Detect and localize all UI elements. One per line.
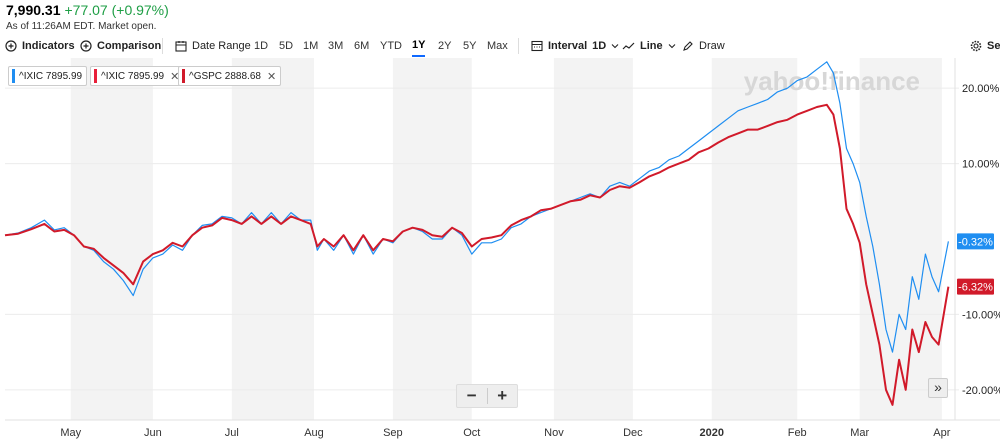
month-band xyxy=(711,58,798,420)
date-range-button[interactable]: Date Range xyxy=(175,35,251,57)
range-1d[interactable]: 1D xyxy=(254,40,269,52)
close-icon[interactable]: ✕ xyxy=(266,70,277,83)
pencil-icon xyxy=(683,41,693,51)
range-5y[interactable]: 5Y xyxy=(463,40,477,52)
gear-icon xyxy=(970,40,982,52)
x-tick-label: Mar xyxy=(850,427,869,439)
y-tick-label: -10.00% xyxy=(962,309,1000,321)
interval-icon xyxy=(531,40,543,52)
series-line-gspc xyxy=(4,103,950,406)
legend-label: ^GSPC 2888.68 xyxy=(189,70,261,82)
calendar-icon xyxy=(175,41,187,52)
range-3m[interactable]: 3M xyxy=(328,40,344,52)
range-ytd[interactable]: YTD xyxy=(380,40,402,52)
range-6m[interactable]: 6M xyxy=(354,40,370,52)
comparison-label: Comparison xyxy=(97,40,162,52)
zoom-in-button[interactable]: + xyxy=(497,386,508,405)
range-2y[interactable]: 2Y xyxy=(438,40,452,52)
settings-button[interactable]: Set xyxy=(970,35,1000,57)
quote-change: +77.07 (+0.97%) xyxy=(64,2,169,18)
x-tick-label: 2020 xyxy=(700,427,724,439)
draw-label: Draw xyxy=(699,40,725,52)
x-tick-label: May xyxy=(60,427,81,439)
x-tick-label: Jun xyxy=(144,427,162,439)
plus-circle-icon xyxy=(5,40,17,52)
y-tick-label: 20.00% xyxy=(962,83,1000,95)
chart-toolbar: Indicators Comparison Date Range 1D 5D 1… xyxy=(0,35,1000,57)
range-1m[interactable]: 1M xyxy=(303,40,319,52)
x-tick-label: Dec xyxy=(623,427,643,439)
legend-color-swatch xyxy=(182,69,185,83)
quote-header: 7,990.31 +77.07 (+0.97%) As of 11:26AM ED… xyxy=(6,2,169,32)
month-band xyxy=(231,58,314,420)
indicators-button[interactable]: Indicators xyxy=(5,35,75,57)
zoom-divider xyxy=(486,388,488,404)
legend-color-swatch xyxy=(94,69,97,83)
chevron-down-icon xyxy=(611,44,619,49)
expand-button[interactable]: » xyxy=(928,378,948,398)
legend-label: ^IXIC 7895.99 xyxy=(19,70,83,82)
last-value-label: -0.32% xyxy=(958,236,993,248)
date-range-label: Date Range xyxy=(192,40,251,52)
settings-label: Set xyxy=(987,40,1000,52)
comparison-button[interactable]: Comparison xyxy=(80,35,161,57)
legend-color-swatch xyxy=(12,69,15,83)
legend-item[interactable]: ^IXIC 7895.99 ✕ xyxy=(90,66,185,86)
last-value-label: -6.32% xyxy=(958,282,993,294)
line-type-dropdown[interactable]: Line xyxy=(622,35,676,57)
range-5d[interactable]: 5D xyxy=(279,40,294,52)
x-tick-label: Nov xyxy=(544,427,564,439)
x-tick-label: Feb xyxy=(788,427,807,439)
month-band xyxy=(553,58,633,420)
quote-price: 7,990.31 xyxy=(6,2,61,18)
interval-dropdown[interactable]: Interval 1D xyxy=(531,35,619,57)
legend-item[interactable]: ^GSPC 2888.68 ✕ xyxy=(178,66,282,86)
x-tick-label: Aug xyxy=(304,427,324,439)
last-value-badge xyxy=(957,233,994,250)
line-type-label: Line xyxy=(640,40,663,52)
range-max[interactable]: Max xyxy=(487,40,508,52)
range-1y[interactable]: 1Y xyxy=(412,35,426,57)
toolbar-divider xyxy=(162,38,163,54)
indicators-label: Indicators xyxy=(22,40,75,52)
month-band xyxy=(859,58,942,420)
interval-value: 1D xyxy=(592,40,607,52)
x-tick-label: Apr xyxy=(933,427,950,439)
x-tick-label: Jul xyxy=(225,427,239,439)
interval-label: Interval xyxy=(548,40,588,52)
month-band xyxy=(70,58,153,420)
last-value-badge xyxy=(957,278,994,295)
legend-label: ^IXIC 7895.99 xyxy=(101,70,165,82)
y-tick-label: -20.00% xyxy=(962,385,1000,397)
y-tick-label: 10.00% xyxy=(962,159,1000,171)
x-tick-label: Oct xyxy=(463,427,480,439)
comparison-chart[interactable]: 20.00% 10.00% -10.00% -20.00% May Jun Jul Aug Se… xyxy=(0,58,1000,442)
plus-circle-icon xyxy=(80,40,92,52)
close-icon[interactable]: ✕ xyxy=(170,70,180,83)
legend-item[interactable]: ^IXIC 7895.99 xyxy=(8,66,88,86)
toolbar-divider xyxy=(518,38,519,54)
zoom-controls: − + xyxy=(456,384,518,408)
series-line-ixic xyxy=(4,61,949,353)
draw-button[interactable]: Draw xyxy=(682,35,725,57)
zoom-out-button[interactable]: − xyxy=(466,386,477,405)
x-tick-label: Sep xyxy=(383,427,403,439)
line-chart-icon xyxy=(622,42,635,50)
chevron-down-icon xyxy=(668,44,676,49)
quote-as-of: As of 11:26AM EDT. Market open. xyxy=(6,21,157,32)
